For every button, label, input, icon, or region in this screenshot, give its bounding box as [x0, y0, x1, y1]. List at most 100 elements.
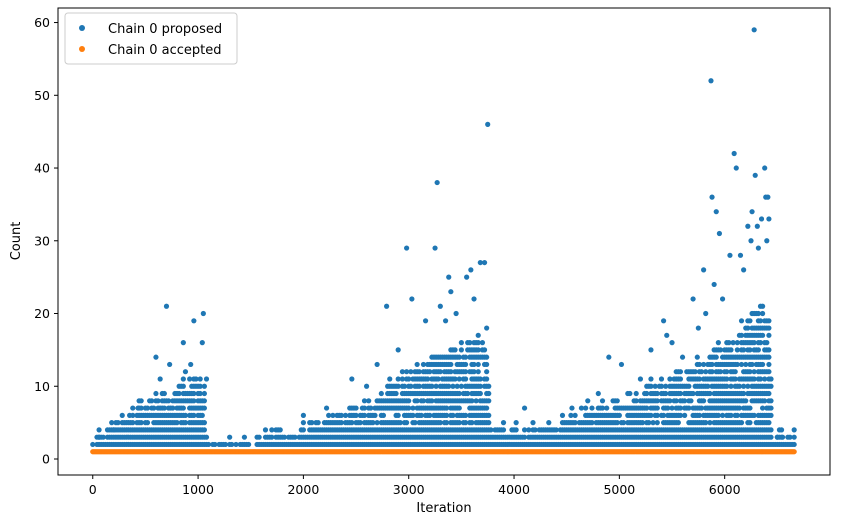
proposed-point [471, 361, 477, 368]
proposed-point [627, 390, 633, 397]
proposed-point [759, 361, 766, 368]
proposed-point [620, 420, 627, 426]
proposed-point [201, 383, 207, 389]
legend-label-proposed: Chain 0 proposed [108, 22, 222, 37]
proposed-point [300, 412, 306, 418]
proposed-point [677, 390, 684, 397]
proposed-point [418, 412, 424, 418]
proposed-point [711, 281, 717, 288]
proposed-point [709, 194, 715, 200]
proposed-point [663, 383, 669, 389]
y-tick-label: 40 [34, 161, 50, 176]
proposed-point [467, 340, 473, 346]
proposed-point [604, 405, 610, 411]
proposed-point [660, 412, 667, 418]
proposed-point [138, 398, 144, 404]
proposed-point [585, 398, 591, 404]
proposed-point [191, 390, 197, 397]
proposed-point [713, 209, 719, 215]
proposed-point [199, 412, 205, 418]
proposed-point [701, 267, 707, 273]
proposed-point [713, 354, 719, 360]
proposed-point [658, 376, 665, 382]
proposed-point [300, 420, 306, 426]
proposed-point [650, 420, 656, 426]
proposed-point [197, 383, 203, 389]
proposed-point [734, 347, 740, 353]
proposed-point [654, 412, 660, 418]
proposed-point [409, 296, 415, 302]
proposed-point [90, 441, 96, 448]
plot-area-frame [57, 7, 831, 476]
proposed-point [191, 318, 197, 324]
proposed-point [458, 347, 464, 353]
proposed-point [719, 296, 726, 302]
proposed-point [427, 369, 433, 375]
proposed-point [709, 361, 715, 368]
proposed-point [654, 390, 660, 397]
proposed-point [500, 427, 507, 433]
proposed-point [660, 318, 667, 324]
proposed-point [648, 412, 654, 418]
proposed-point [246, 441, 252, 448]
proposed-point [589, 420, 595, 426]
proposed-point [732, 376, 738, 382]
proposed-point [374, 420, 380, 426]
accepted-point [791, 449, 797, 455]
proposed-point [229, 441, 235, 448]
proposed-point [667, 398, 673, 404]
proposed-point [456, 405, 462, 411]
proposed-point [410, 412, 416, 418]
proposed-point [747, 405, 753, 411]
proposed-point [614, 420, 620, 426]
proposed-point [262, 427, 269, 433]
proposed-point [475, 332, 481, 338]
proposed-point [269, 434, 275, 440]
proposed-point [475, 369, 481, 375]
x-tick-label: 3000 [393, 482, 425, 497]
proposed-point [361, 398, 368, 404]
proposed-point [749, 209, 755, 215]
proposed-point [414, 398, 420, 404]
proposed-point [677, 405, 684, 411]
proposed-point [488, 427, 494, 433]
proposed-point [201, 420, 207, 426]
proposed-point [147, 398, 153, 404]
proposed-point [762, 165, 768, 171]
proposed-point [727, 252, 733, 258]
proposed-point [751, 340, 757, 346]
proposed-point [191, 398, 197, 404]
proposed-point [717, 347, 724, 353]
proposed-point [404, 245, 410, 251]
proposed-point [774, 434, 780, 440]
proposed-point [791, 427, 797, 433]
proposed-point [155, 398, 161, 404]
proposed-point [757, 376, 764, 382]
proposed-point [652, 383, 658, 389]
proposed-point [374, 361, 380, 368]
proposed-point [477, 259, 483, 266]
proposed-point [174, 420, 180, 426]
proposed-point [448, 361, 454, 368]
proposed-point [378, 390, 384, 397]
y-tick-label: 20 [34, 306, 50, 321]
proposed-point [277, 427, 283, 433]
proposed-point [766, 347, 772, 353]
proposed-point [361, 405, 368, 411]
proposed-point [395, 347, 401, 353]
proposed-point [456, 390, 462, 397]
proposed-point [572, 412, 578, 418]
proposed-point [349, 420, 355, 426]
proposed-point [144, 420, 151, 426]
proposed-point [747, 420, 753, 426]
proposed-point [486, 412, 492, 418]
proposed-point [728, 347, 734, 353]
proposed-point [338, 420, 344, 426]
proposed-point [408, 369, 414, 375]
proposed-point [703, 369, 709, 375]
proposed-point [766, 318, 772, 324]
proposed-point [766, 420, 772, 426]
proposed-point [513, 427, 519, 433]
y-axis: 0 10 20 30 40 50 60 [34, 15, 58, 466]
proposed-point [677, 369, 684, 375]
